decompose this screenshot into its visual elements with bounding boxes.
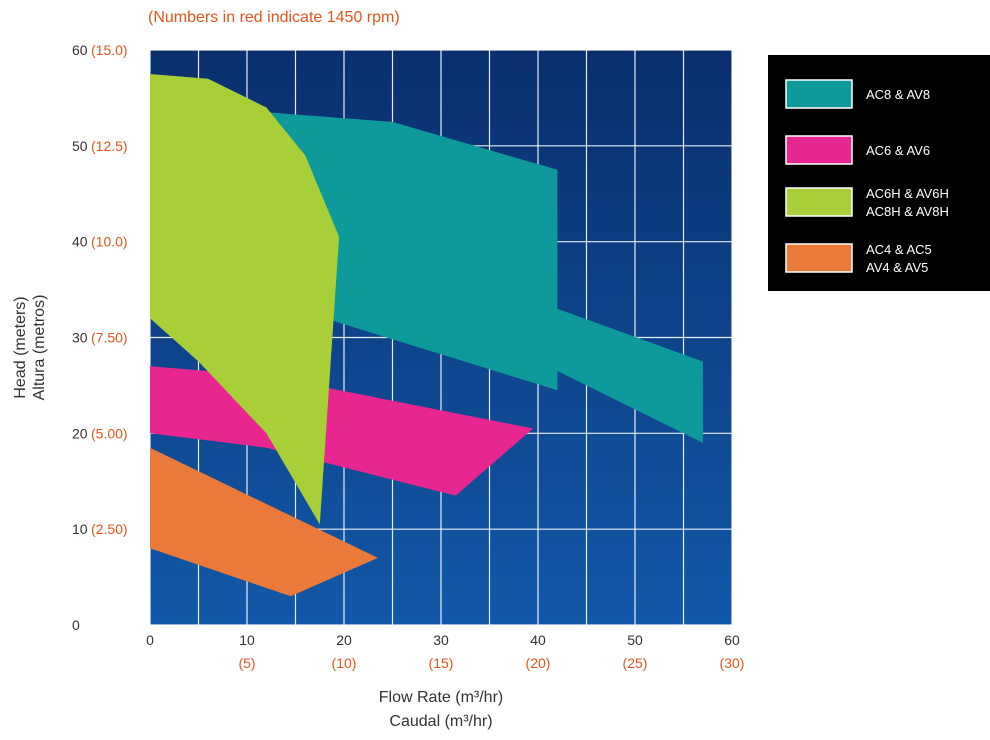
y-tick-label-1450: (5.00) <box>91 425 128 441</box>
legend: AC8 & AV8 AC6 & AV6 AC6H & AV6H AC8H & AV8H… <box>768 55 990 291</box>
y-tick-label: 0 <box>72 617 80 633</box>
legend-label: AV4 & AV5 <box>866 260 928 275</box>
x-tick-label: 60 <box>724 632 740 648</box>
series-area-4 <box>150 447 378 597</box>
y-tick-label: 10 <box>72 521 88 537</box>
legend-swatch <box>785 135 853 165</box>
x-tick-label: 30 <box>433 632 449 648</box>
x-tick-label-1450: (15) <box>429 655 454 671</box>
x-tick-label-1450: (5) <box>238 655 255 671</box>
x-axis-title-spanish: Caudal (m³/hr) <box>389 713 492 730</box>
legend-label: AC8 & AV8 <box>866 87 930 102</box>
series-area-1 <box>266 112 703 443</box>
x-tick-label-1450: (30) <box>720 655 745 671</box>
chart-subtitle: (Numbers in red indicate 1450 rpm) <box>148 9 400 26</box>
x-tick-label: 10 <box>239 632 255 648</box>
y-tick-label: 60 <box>72 42 88 58</box>
legend-label: AC4 & AC5 <box>866 242 932 257</box>
y-tick-label-1450: (2.50) <box>91 521 128 537</box>
y-tick-label: 30 <box>72 330 88 346</box>
y-tick-label: 50 <box>72 138 88 154</box>
legend-label: AC6H & AV6H <box>866 186 949 201</box>
legend-swatch <box>785 79 853 109</box>
legend-swatch <box>785 187 853 217</box>
axis-titles: Flow Rate (m³/hr) Caudal (m³/hr) Head (met… <box>12 295 503 730</box>
legend-label: AC6 & AV6 <box>866 143 930 158</box>
x-tick-label-1450: (25) <box>623 655 648 671</box>
legend-swatch <box>785 243 853 273</box>
y-axis-title: Head (meters) <box>12 296 29 398</box>
x-tick-label-1450: (20) <box>526 655 551 671</box>
legend-label: AC8H & AV8H <box>866 204 949 219</box>
y-tick-label: 40 <box>72 234 88 250</box>
y-tick-label-1450: (15.0) <box>91 42 128 58</box>
x-tick-label-1450: (10) <box>332 655 357 671</box>
x-tick-label: 20 <box>336 632 352 648</box>
y-axis-title-spanish: Altura (metros) <box>31 295 48 401</box>
x-tick-label: 0 <box>146 632 154 648</box>
x-axis-title: Flow Rate (m³/hr) <box>379 689 503 706</box>
series-areas <box>150 74 703 597</box>
series-area-3 <box>150 74 340 525</box>
y-tick-label: 20 <box>72 425 88 441</box>
x-tick-label: 40 <box>530 632 546 648</box>
y-axis-ticks: 0 10 (2.50) 20 (5.00) 30 (7.50) 40 (10.0) 50 (12.5… <box>72 42 128 633</box>
y-tick-label-1450: (7.50) <box>91 330 128 346</box>
y-tick-label-1450: (12.5) <box>91 138 128 154</box>
y-tick-label-1450: (10.0) <box>91 234 128 250</box>
x-axis-ticks: 0 10 20 30 40 50 60 (5) (10) (15) (20) (25) (30) <box>146 632 744 671</box>
x-tick-label: 50 <box>627 632 643 648</box>
